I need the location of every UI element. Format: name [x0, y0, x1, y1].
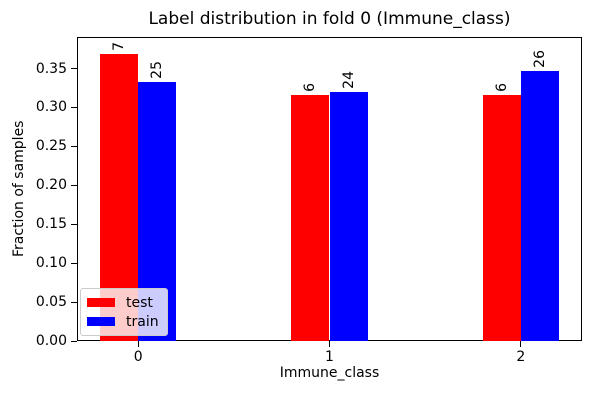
- y-tick-label: 0.25: [35, 138, 67, 155]
- bar-value-label: 7: [111, 42, 128, 52]
- bar-value-label: 25: [149, 60, 166, 79]
- y-tick-mark: [71, 68, 77, 70]
- x-tick-label: 0: [133, 349, 143, 365]
- y-tick-mark: [71, 301, 77, 303]
- x-tick-mark: [329, 341, 330, 347]
- y-tick-mark: [71, 184, 77, 186]
- bar-test-2: [482, 95, 521, 341]
- y-tick-mark: [71, 223, 77, 225]
- bar-test-1: [291, 95, 330, 341]
- y-tick-mark: [71, 262, 77, 264]
- legend-item: test: [87, 295, 161, 311]
- x-tick-mark: [137, 341, 139, 347]
- legend-label: train: [126, 313, 159, 330]
- legend-swatch-test: [87, 298, 115, 307]
- bar-value-label: 6: [493, 83, 510, 93]
- x-tick-label: 1: [325, 349, 334, 365]
- y-tick-label: 0.35: [35, 60, 67, 77]
- y-tick-label: 0.30: [35, 99, 67, 116]
- y-tick-label: 0.10: [35, 255, 67, 272]
- y-tick-label: 0.15: [35, 216, 67, 233]
- bar-value-label: 26: [531, 50, 548, 69]
- legend-label: test: [126, 294, 153, 311]
- bar-value-label: 24: [340, 71, 357, 89]
- y-tick-label: 0.00: [35, 333, 67, 349]
- bar-train-1: [329, 91, 368, 341]
- chart-title: Label distribution in fold 0 (Immune_cla…: [148, 9, 511, 29]
- legend-swatch-train: [87, 317, 115, 326]
- x-axis-label: Immune_class: [279, 365, 380, 381]
- bar-value-label: 6: [302, 83, 319, 93]
- bar-train-2: [520, 71, 560, 341]
- legend: test train: [80, 288, 168, 336]
- legend-item: train: [87, 314, 161, 330]
- y-axis-label: Fraction of samples: [11, 120, 27, 258]
- y-tick-label: 0.05: [35, 294, 67, 311]
- y-tick-mark: [71, 145, 77, 147]
- y-tick-label: 0.20: [35, 177, 67, 194]
- x-tick-label: 2: [516, 349, 526, 365]
- y-tick-mark: [71, 340, 77, 342]
- x-tick-mark: [520, 341, 522, 347]
- y-tick-mark: [71, 106, 77, 108]
